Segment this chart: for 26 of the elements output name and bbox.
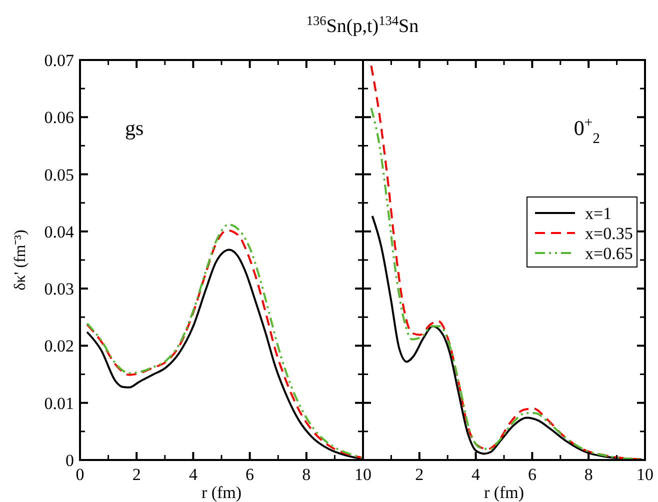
x-tick-label: 8: [302, 465, 311, 484]
y-axis-title: δκ' (fm⁻³): [12, 230, 29, 290]
y-tick-label: 0.03: [44, 280, 74, 299]
y-tick-label: 0.01: [44, 394, 74, 413]
x-tick-label: 10: [354, 465, 372, 484]
y-tick-label: 0: [66, 451, 74, 470]
x-tick-label: 6: [246, 465, 254, 484]
y-tick-label: 0.04: [44, 222, 74, 242]
x-tick-label: 2: [415, 465, 424, 484]
chart-title: $^{136}$Sn(p,t)$^{134}$Sn: [306, 12, 420, 37]
y-tick-label: 0.06: [44, 108, 74, 128]
y-tick-label: 0.02: [44, 336, 74, 356]
x-axis-title: r (fm): [201, 483, 242, 502]
y-tick-label: 0.07: [44, 51, 74, 70]
legend-label: x=1: [585, 204, 612, 223]
y-tick-label: 0.05: [44, 165, 74, 184]
x-tick-label: 8: [584, 465, 593, 484]
annotation: gs: [125, 116, 144, 140]
x-tick-label: 4: [188, 465, 198, 484]
x-tick-label: 6: [528, 465, 536, 484]
x-axis-title: r (fm): [484, 483, 524, 502]
x-tick-label: 2: [132, 465, 141, 484]
legend-label: x=0.65: [585, 244, 633, 263]
legend-label: x=0.35: [585, 224, 633, 243]
x-tick-label: 4: [472, 465, 481, 484]
x-tick-label: 10: [636, 465, 654, 484]
